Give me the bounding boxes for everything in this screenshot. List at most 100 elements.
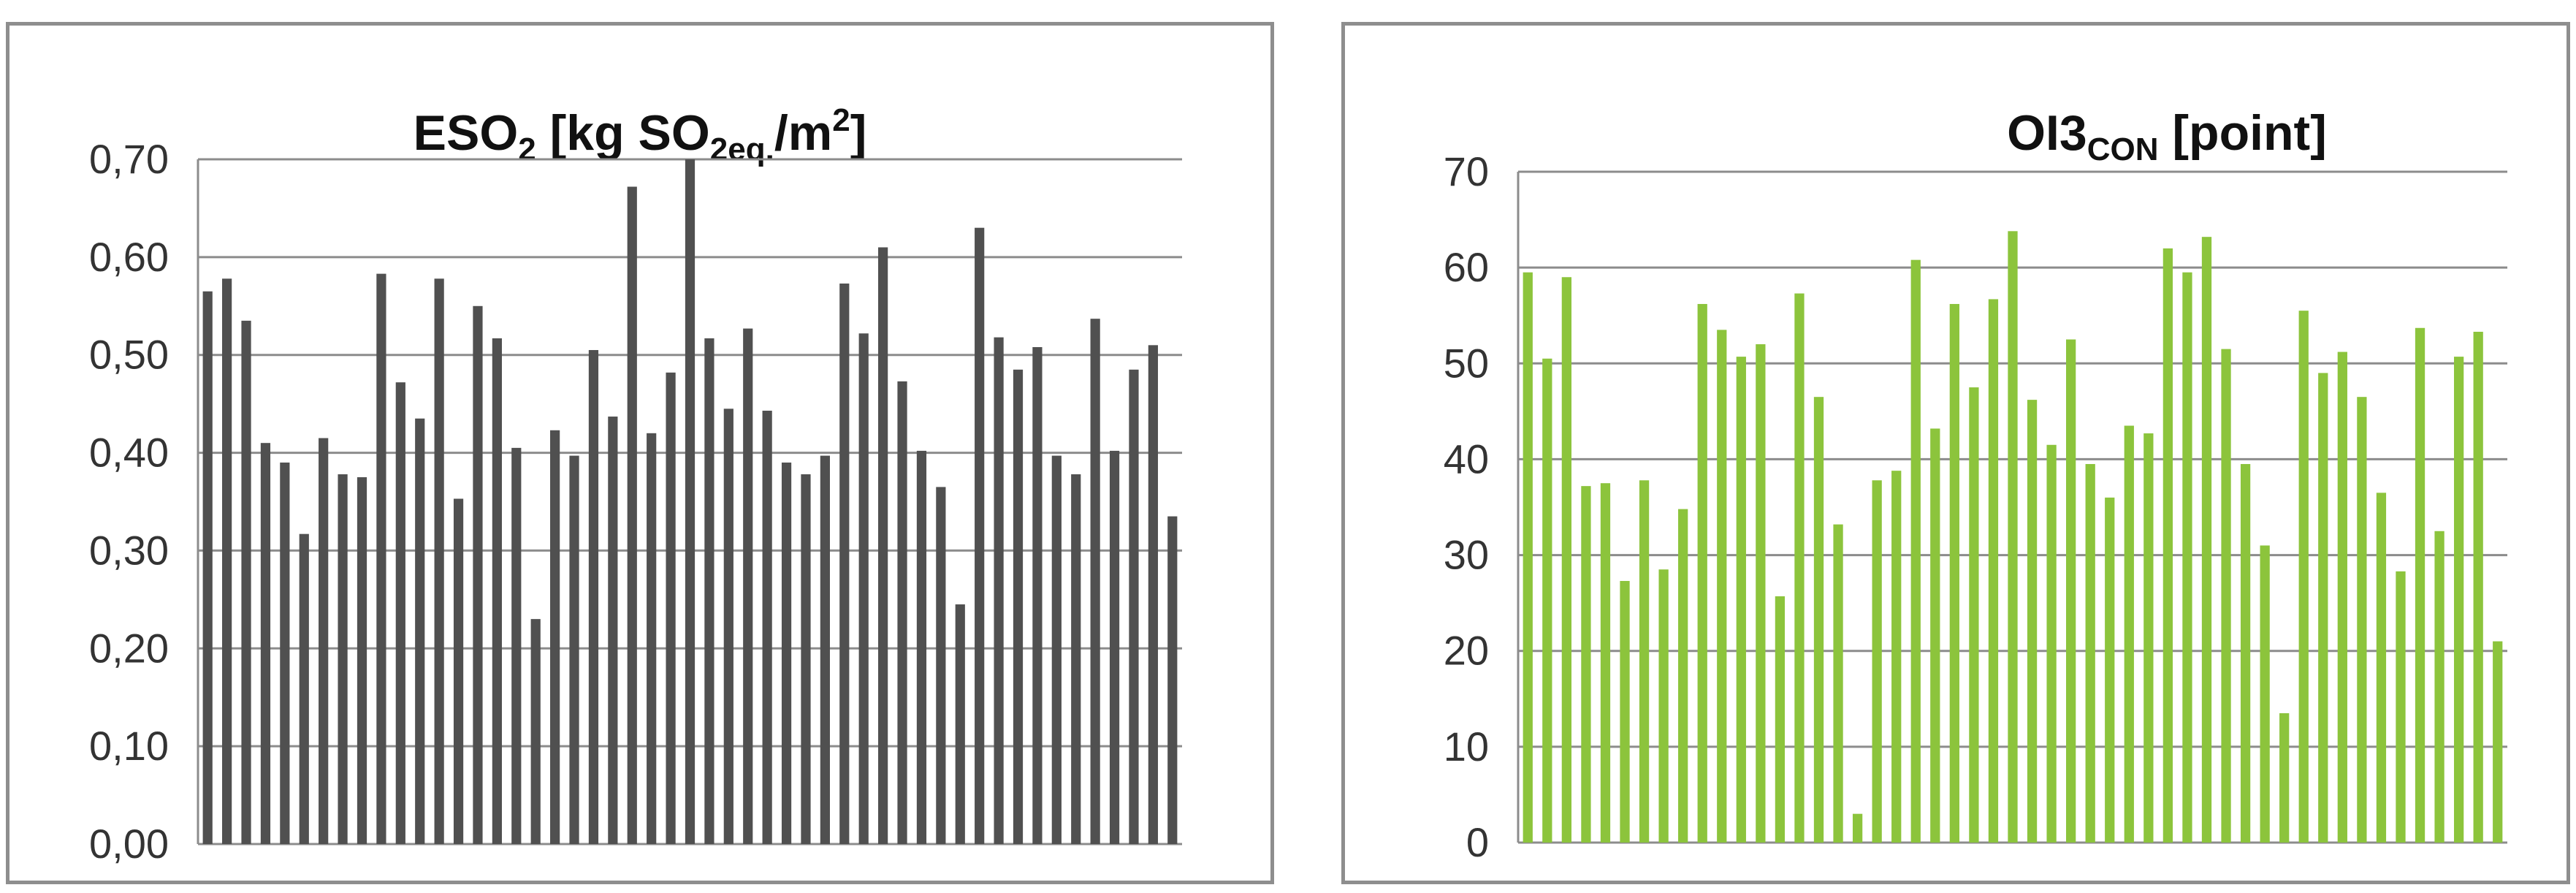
eso2-bar [357, 477, 367, 844]
oi3-bar [1969, 387, 1979, 843]
oi3-y-tick-label: 60 [1444, 244, 1489, 290]
oi3-bar [1756, 344, 1766, 843]
eso2-bar [280, 462, 290, 844]
eso2-bar [608, 417, 618, 844]
oi3-y-tick-label: 50 [1444, 340, 1489, 386]
oi3-bar [2027, 400, 2038, 843]
eso2-bar [916, 450, 927, 844]
oi3-bar [2008, 231, 2018, 843]
oi3-bar [1775, 596, 1786, 843]
oi3-y-tick-label: 30 [1444, 532, 1489, 578]
eso2-bar [955, 604, 965, 844]
oi3-bar [2124, 425, 2134, 843]
oi3-bar [1891, 471, 1902, 843]
eso2-bar [723, 408, 733, 844]
eso2-bar [975, 227, 985, 844]
oi3-bar [2066, 339, 2076, 843]
oi3-bar [2046, 444, 2057, 843]
oi3-y-tick-label: 40 [1444, 436, 1489, 482]
eso2-bar [453, 498, 464, 844]
eso2-bar [473, 305, 483, 844]
oi3-y-axis: 0 10 20 30 40 50 60 70 [1444, 148, 1489, 865]
eso2-bar [434, 278, 444, 844]
oi3-bar [2144, 433, 2154, 843]
oi3-bars [1523, 231, 2503, 843]
oi3-bar [2415, 327, 2426, 843]
eso2-bar [511, 447, 522, 844]
eso2-y-tick-label: 0,40 [89, 430, 169, 476]
eso2-bar [839, 283, 850, 845]
eso2-bar [492, 338, 502, 844]
oi3-chart-panel: OI3CON [point] 0 10 20 30 40 50 60 70 [1341, 22, 2570, 884]
eso2-bar [1148, 345, 1158, 844]
oi3-y-tick-label: 20 [1444, 628, 1489, 674]
eso2-bar [222, 278, 232, 844]
eso2-bar [260, 443, 271, 844]
eso2-bar [1090, 319, 1100, 844]
oi3-bar [1581, 486, 1591, 843]
oi3-bar [2162, 248, 2173, 843]
oi3-bar [1561, 277, 1572, 843]
eso2-bar [801, 474, 811, 844]
oi3-y-tick-label: 0 [1466, 819, 1489, 865]
eso2-bar [338, 474, 348, 844]
oi3-bar [1794, 293, 1805, 843]
eso2-bar [588, 350, 599, 844]
eso2-bar [666, 372, 676, 844]
oi3-bar [1852, 813, 1863, 843]
oi3-bar [1988, 299, 1999, 843]
oi3-chart-title: OI3CON [point] [2007, 105, 2327, 167]
eso2-bar [415, 418, 425, 844]
oi3-bar [1717, 330, 1727, 843]
eso2-bar [647, 433, 657, 844]
oi3-bar [2182, 272, 2192, 843]
oi3-bar [1678, 509, 1688, 843]
eso2-bar [395, 382, 405, 844]
oi3-bar [2105, 497, 2115, 843]
oi3-y-tick-label: 70 [1444, 148, 1489, 194]
eso2-bar [762, 411, 772, 844]
oi3-bar [2337, 352, 2347, 843]
eso2-bar [376, 273, 386, 844]
eso2-bar [1051, 455, 1062, 844]
oi3-bar [2434, 531, 2444, 843]
oi3-bar [1697, 303, 1707, 843]
eso2-bar [569, 455, 579, 844]
oi3-bar [1600, 483, 1611, 843]
eso2-bar [241, 320, 251, 845]
eso2-chart: ESO2 [kg SO2eq./m2] 0,00 0,10 0,20 0,30 0,40… [89, 102, 1182, 867]
eso2-bar [704, 338, 715, 844]
oi3-bar [2357, 397, 2367, 843]
eso2-y-tick-label: 0,60 [89, 234, 169, 280]
eso2-y-tick-label: 0,30 [89, 527, 169, 573]
oi3-bar [2240, 463, 2251, 843]
oi3-bar [2260, 545, 2270, 843]
oi3-bar [2221, 349, 2231, 843]
eso2-bar [820, 455, 830, 844]
oi3-bar [2298, 311, 2309, 843]
eso2-bar [1167, 516, 1178, 844]
eso2-bar [1129, 369, 1139, 844]
eso2-bar [878, 247, 888, 844]
eso2-bar [781, 462, 792, 844]
oi3-bar [1910, 259, 1921, 843]
eso2-bar [319, 438, 329, 844]
oi3-bar [1620, 580, 1630, 843]
eso2-chart-title: ESO2 [kg SO2eq./m2] [414, 102, 867, 167]
eso2-bar [550, 430, 560, 844]
eso2-bar [1109, 450, 1120, 844]
eso2-chart-panel: ESO2 [kg SO2eq./m2] 0,00 0,10 0,20 0,30 0,40… [6, 22, 1274, 884]
eso2-bar [897, 381, 907, 844]
oi3-bar [1542, 358, 1552, 843]
eso2-y-tick-label: 0,20 [89, 625, 169, 671]
oi3-bar [2201, 237, 2212, 843]
eso2-bar [202, 291, 213, 844]
eso2-bar [994, 337, 1004, 844]
oi3-y-tick-label: 10 [1444, 723, 1489, 770]
eso2-y-tick-label: 0,10 [89, 723, 169, 769]
eso2-y-axis: 0,00 0,10 0,20 0,30 0,40 0,50 0,60 0,70 [89, 136, 169, 867]
oi3-bar [2396, 571, 2406, 843]
eso2-y-tick-label: 0,70 [89, 136, 169, 182]
eso2-bar [1013, 369, 1024, 844]
eso2-bar [627, 186, 637, 845]
